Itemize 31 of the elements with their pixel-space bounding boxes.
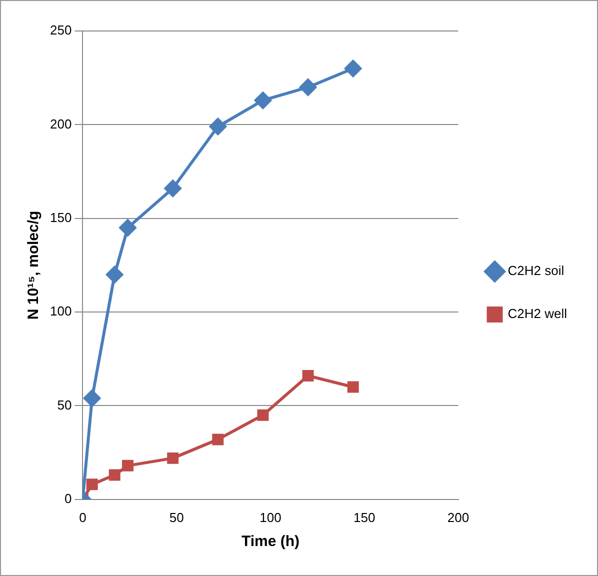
point	[254, 92, 272, 109]
point	[122, 460, 134, 472]
y-tick-label: 0	[64, 490, 72, 506]
legend-label: C2H2 well	[508, 306, 568, 322]
point	[167, 452, 179, 464]
point	[84, 390, 101, 407]
point	[164, 180, 182, 197]
point	[300, 78, 317, 96]
point	[108, 469, 120, 481]
x-tick-label: 200	[447, 510, 470, 525]
legend-label: C2H2 soil	[508, 263, 564, 278]
y-tick-label: 50	[57, 397, 72, 412]
x-tick-label: 0	[79, 510, 86, 525]
point	[302, 370, 314, 382]
y-tick-label: 150	[50, 210, 72, 225]
point	[86, 478, 98, 490]
x-axis-title: Time (h)	[241, 533, 300, 550]
x-tick-label: 50	[169, 510, 184, 525]
point	[106, 266, 124, 284]
x-tick-label: 100	[260, 510, 282, 525]
y-tick-label: 250	[50, 22, 72, 38]
x-tick-label: 150	[354, 510, 376, 525]
y-tick-label: 200	[50, 116, 72, 132]
point	[347, 381, 359, 393]
point	[344, 60, 362, 77]
point	[209, 118, 226, 136]
point	[212, 434, 224, 446]
y-axis-title: N 10¹⁵, molec/g	[25, 210, 42, 320]
y-tick-label: 100	[50, 304, 72, 319]
point	[119, 219, 136, 236]
point	[257, 409, 269, 421]
